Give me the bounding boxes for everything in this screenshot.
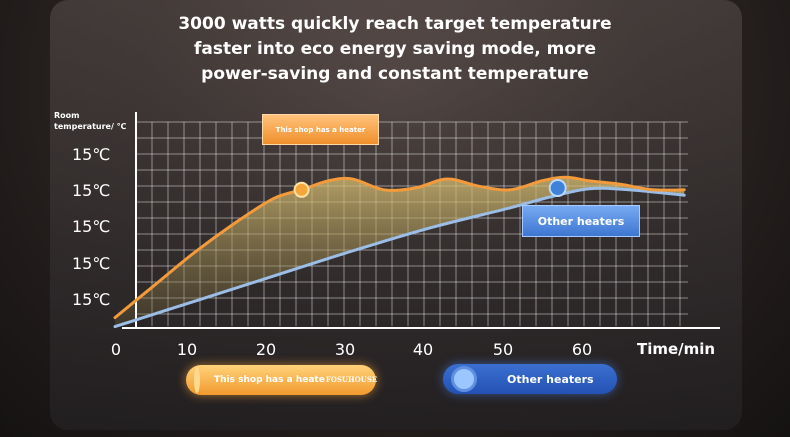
- callout-this-shop-label: This shop has a heater: [275, 125, 366, 134]
- legend-this-shop-label: This shop has a heateFOSUHOUSE: [214, 375, 377, 385]
- x-tick-label: 30: [335, 340, 355, 359]
- marker-other-heaters: [548, 179, 567, 197]
- y-tick-label: 15℃: [72, 254, 110, 273]
- headline-line-2: faster into eco energy saving mode, more: [194, 39, 596, 59]
- y-tick-label: 15℃: [72, 181, 110, 200]
- x-tick-label: 60: [572, 340, 592, 359]
- callout-this-shop: This shop has a heater: [262, 114, 379, 145]
- area-fill: [115, 177, 685, 327]
- marker-this-shop: [293, 181, 310, 198]
- y-tick-label: 15℃: [72, 217, 110, 236]
- orange-dot-icon: [194, 367, 200, 393]
- x-tick-label: 40: [413, 340, 433, 359]
- callout-other-heaters-label: Other heaters: [537, 214, 625, 228]
- x-axis-label: Time/min: [637, 340, 715, 358]
- series-line-this-shop: [113, 175, 686, 320]
- headline-line-1: 3000 watts quickly reach target temperat…: [178, 14, 612, 34]
- y-tick-label: 15℃: [72, 290, 110, 309]
- y-axis-label-line-2: temperature/ ℃: [54, 122, 127, 131]
- callout-other-heaters: Other heaters: [522, 205, 640, 237]
- blue-dot-icon: [451, 366, 477, 392]
- y-tick-label: 15℃: [72, 145, 110, 164]
- x-tick-label: 50: [493, 340, 513, 359]
- page-headline: 3000 watts quickly reach target temperat…: [60, 12, 730, 87]
- legend-this-shop-text: This shop has a heate: [214, 375, 325, 385]
- legend-this-shop: This shop has a heateFOSUHOUSE: [186, 365, 377, 395]
- brand-watermark: FOSUHOUSE: [325, 375, 378, 384]
- legend-other-heaters-label: Other heaters: [507, 372, 594, 386]
- x-tick-label: 10: [177, 340, 197, 359]
- x-tick-label: 0: [111, 340, 121, 359]
- y-axis-label-line-1: Room: [54, 111, 80, 120]
- series-line-other-heaters: [113, 186, 686, 329]
- x-tick-label: 20: [256, 340, 276, 359]
- legend-other-heaters: Other heaters: [443, 364, 617, 394]
- headline-line-3: power-saving and constant temperature: [201, 64, 589, 84]
